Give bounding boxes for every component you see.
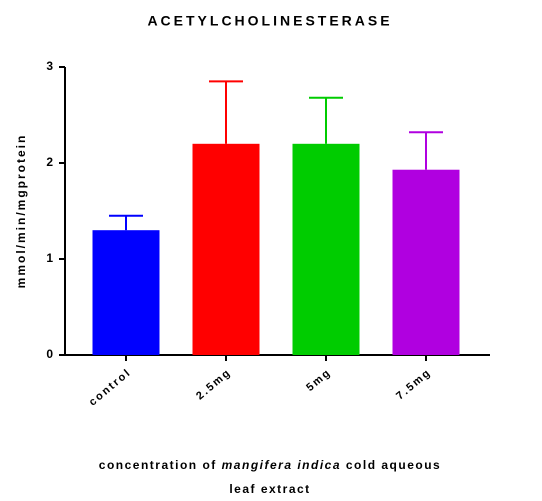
x-tick-label: control <box>87 366 134 408</box>
bar <box>192 143 260 355</box>
y-tick-label: 1 <box>46 251 53 265</box>
y-tick-label: 2 <box>46 155 53 169</box>
y-tick-label: 0 <box>46 347 53 361</box>
bar <box>292 143 360 355</box>
x-label-part: concentration of <box>99 458 217 472</box>
x-tick-label: 2.5mg <box>194 366 234 402</box>
x-tick-label: 7.5mg <box>394 366 434 402</box>
x-label-part: mangifera indica <box>222 458 341 472</box>
y-axis-label: mmol/min/mgprotein <box>14 134 28 289</box>
y-tick-label: 3 <box>46 59 53 73</box>
chart-title: ACETYLCHOLINESTERASE <box>147 13 392 29</box>
x-tick-label: 5mg <box>304 366 334 394</box>
x-label-part: cold aqueous <box>346 458 441 472</box>
bar <box>392 169 460 355</box>
bar <box>92 230 160 355</box>
x-axis-label: concentration of mangifera indica cold a… <box>99 458 441 472</box>
x-axis-label: leaf extract <box>229 482 310 496</box>
